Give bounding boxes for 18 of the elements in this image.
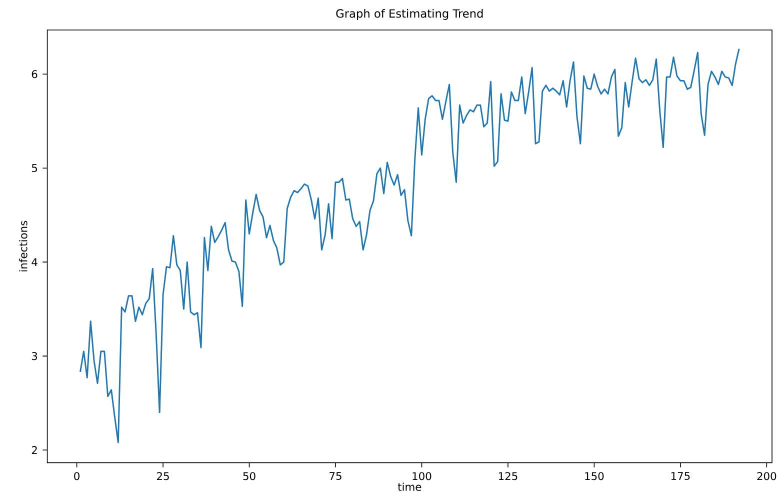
x-tick-label: 175	[671, 472, 690, 480]
x-tick-label: 25	[157, 472, 169, 480]
x-axis-title: time	[398, 482, 422, 491]
line-series	[80, 48, 740, 444]
y-tick-label: 2	[32, 446, 37, 454]
x-tick-label: 0	[74, 472, 80, 480]
x-tick-label: 100	[412, 472, 432, 480]
y-axis-title: infections	[19, 220, 28, 272]
chart-title: Graph of Estimating Trend	[336, 8, 483, 20]
x-tick-label: 50	[243, 472, 256, 480]
y-tick-label: 4	[32, 258, 38, 266]
y-tick-label: 6	[32, 70, 38, 78]
x-tick-label: 200	[757, 472, 776, 480]
x-tick-label: 125	[498, 472, 518, 480]
y-tick-label: 5	[32, 164, 37, 172]
y-tick-label: 3	[32, 352, 38, 360]
x-tick-label: 75	[330, 472, 342, 480]
x-tick-label: 150	[585, 472, 604, 480]
